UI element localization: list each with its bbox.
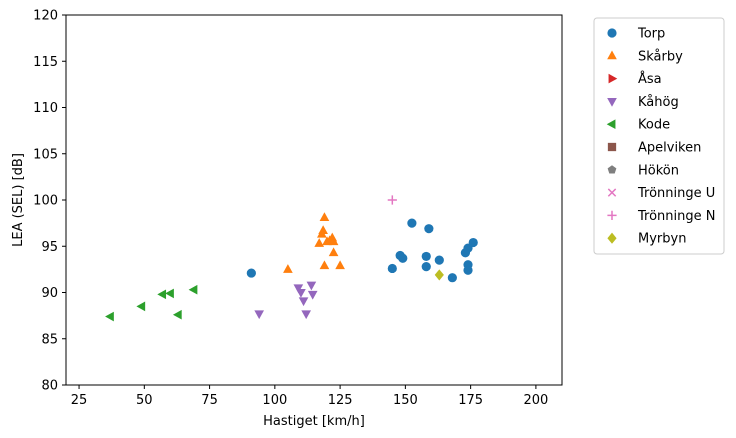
data-point xyxy=(254,310,265,320)
legend-marker xyxy=(606,119,616,130)
x-tick-label: 25 xyxy=(71,393,88,408)
y-tick-label: 105 xyxy=(33,147,58,162)
legend-label: Kode xyxy=(638,118,670,133)
legend-marker xyxy=(607,50,617,60)
data-point xyxy=(434,255,444,265)
legend-marker xyxy=(607,97,617,107)
legend-marker xyxy=(607,188,617,197)
legend-label: Kåhög xyxy=(638,95,679,110)
x-tick-label: 100 xyxy=(262,393,287,408)
data-point xyxy=(188,284,198,295)
x-tick-label: 150 xyxy=(393,393,418,408)
legend-marker xyxy=(607,165,617,174)
legend-label: Hökön xyxy=(638,163,679,178)
data-point xyxy=(307,290,318,300)
data-point xyxy=(328,247,339,257)
legend-label: Åsa xyxy=(638,71,662,87)
data-point xyxy=(421,251,431,262)
data-point xyxy=(172,309,182,320)
data-point xyxy=(434,269,444,281)
data-point xyxy=(407,218,417,228)
legend-label: Trönninge U xyxy=(637,186,715,201)
data-point xyxy=(398,253,408,263)
y-tick-label: 80 xyxy=(41,379,58,394)
data-point xyxy=(468,237,478,248)
x-tick-label: 200 xyxy=(523,393,548,408)
legend-label: Trönninge N xyxy=(637,209,715,224)
y-tick-label: 100 xyxy=(33,194,58,209)
x-tick-label: 125 xyxy=(328,393,353,408)
y-tick-label: 120 xyxy=(33,9,58,24)
legend-label: Myrbyn xyxy=(638,232,686,247)
data-point xyxy=(387,263,397,274)
y-tick-label: 95 xyxy=(41,240,58,255)
legend-marker xyxy=(607,210,617,220)
data-point xyxy=(105,311,114,322)
data-point xyxy=(424,224,434,234)
data-point xyxy=(246,268,256,278)
data-point xyxy=(306,281,317,291)
data-point xyxy=(157,289,167,300)
data-point xyxy=(136,301,146,312)
data-point xyxy=(463,265,473,275)
data-point xyxy=(328,236,339,246)
data-point xyxy=(165,288,174,299)
y-tick-label: 85 xyxy=(41,332,58,347)
legend-label: Torp xyxy=(637,27,665,42)
data-point xyxy=(335,260,345,270)
data-point xyxy=(387,195,397,205)
data-point xyxy=(447,273,457,283)
legend-label: Skårby xyxy=(638,49,683,64)
x-tick-label: 175 xyxy=(458,393,483,408)
y-tick-label: 90 xyxy=(41,286,58,301)
legend: Torp Skårby Åsa Kåhög Kode Apelviken Hökön Trön… xyxy=(593,17,725,255)
legend-marker xyxy=(607,232,617,244)
data-point xyxy=(319,212,330,222)
y-tick-label: 110 xyxy=(33,101,58,116)
legend-marker xyxy=(607,28,617,38)
data-point xyxy=(318,225,328,234)
x-axis-label: Hastiget [km/h] xyxy=(263,414,365,429)
x-tick-label: 50 xyxy=(136,393,153,408)
y-axis-label: LEA (SEL) [dB] xyxy=(11,153,26,247)
legend-label: Apelviken xyxy=(638,141,701,156)
data-point xyxy=(293,284,304,294)
data-point xyxy=(298,297,309,307)
data-point xyxy=(301,310,311,320)
data-point xyxy=(319,260,330,270)
data-points xyxy=(105,195,478,322)
data-point xyxy=(296,289,306,298)
data-point xyxy=(283,264,293,273)
y-tick-label: 115 xyxy=(33,55,58,70)
legend-marker xyxy=(608,73,618,84)
axes: 25 50 75 100 125 150 175 200 80 85 90 95 100 105 110 11… xyxy=(33,9,563,408)
legend-marker xyxy=(607,142,617,152)
data-point xyxy=(421,262,431,272)
data-point xyxy=(314,238,325,247)
x-tick-label: 75 xyxy=(201,393,218,408)
legend-box xyxy=(593,17,725,255)
